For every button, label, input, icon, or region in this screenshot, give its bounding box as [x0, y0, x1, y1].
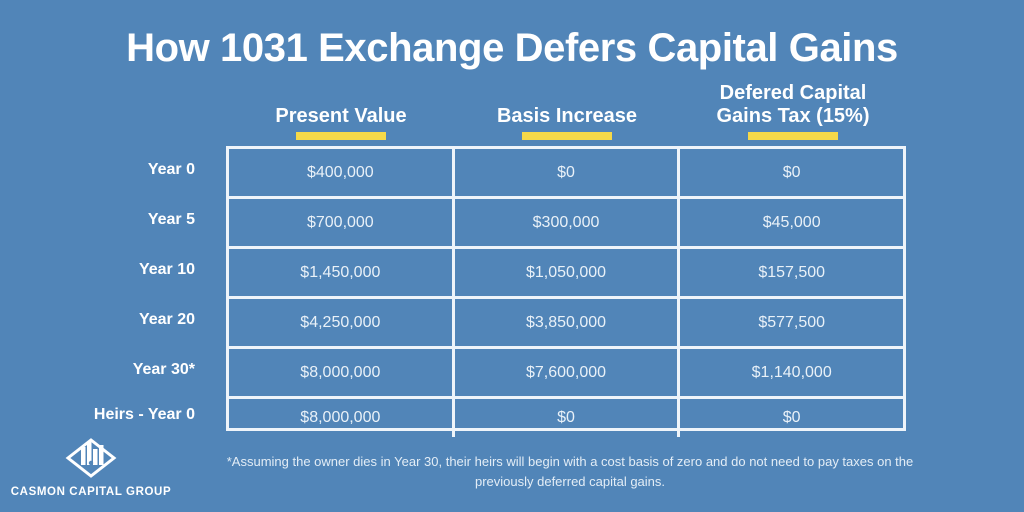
cell-present-value: $8,000,000: [300, 363, 381, 381]
cell-basis-increase: $1,050,000: [451, 249, 678, 296]
row-label-year-0: Year 0: [147, 160, 195, 178]
row-labels: Year 0 Year 5 Year 10 Year 20 Year 30* H…: [0, 146, 210, 431]
table-row: $4,250,000 $3,850,000 $577,500: [229, 296, 903, 346]
table-row: $8,000,000 $7,600,000 $1,140,000: [229, 346, 903, 396]
cell-basis-increase: $300,000: [451, 199, 678, 246]
column-headers: Present Value Basis Increase Defered Cap…: [228, 78, 906, 140]
page-title: How 1031 Exchange Defers Capital Gains: [126, 26, 898, 70]
table-row: $8,000,000 $0 $0: [229, 396, 903, 437]
cell-basis-increase: $3,850,000: [451, 299, 678, 346]
column-header-label: Defered Capital Gains Tax (15%): [716, 82, 870, 127]
diamond-buildings-icon: [65, 438, 117, 483]
column-header-present-value: Present Value: [228, 78, 454, 140]
cell-deferred-tax: $0: [677, 399, 903, 437]
cell-present-value: $8,000,000: [300, 409, 381, 426]
cell-deferred-tax: $0: [677, 149, 903, 196]
logo: CASMON CAPITAL GROUP: [11, 438, 171, 498]
column-header-underline: [522, 132, 612, 140]
footnote: *Assuming the owner dies in Year 30, the…: [226, 454, 914, 490]
row-label-year-10: Year 10: [138, 260, 195, 278]
logo-text: CASMON CAPITAL GROUP: [10, 486, 172, 498]
column-header-underline: [296, 132, 386, 140]
data-table: $400,000 $0 $0 $700,000 $300,000 $45,000…: [226, 146, 906, 437]
cell-present-value: $700,000: [306, 213, 374, 231]
cell-present-value: $4,250,000: [300, 313, 381, 331]
cell-deferred-tax: $577,500: [677, 299, 903, 346]
cell-deferred-tax: $1,140,000: [677, 349, 903, 396]
column-header-label: Present Value: [275, 104, 407, 127]
cell-deferred-tax: $45,000: [677, 199, 903, 246]
column-header-deferred-capital-gains-tax: Defered Capital Gains Tax (15%): [680, 78, 906, 140]
row-label-year-30: Year 30*: [132, 360, 195, 378]
row-label-year-20: Year 20: [138, 310, 195, 328]
cell-basis-increase: $0: [451, 149, 678, 196]
table-row: $1,450,000 $1,050,000 $157,500: [229, 246, 903, 296]
row-label-heirs-year-0: Heirs - Year 0: [93, 406, 195, 423]
column-header-label: Basis Increase: [496, 104, 638, 127]
cell-deferred-tax: $157,500: [677, 249, 903, 296]
row-label-year-5: Year 5: [147, 210, 195, 228]
column-header-basis-increase: Basis Increase: [454, 78, 680, 140]
cell-present-value: $1,450,000: [300, 263, 381, 281]
column-header-underline: [748, 132, 838, 140]
table-row: $400,000 $0 $0: [229, 149, 903, 196]
cell-present-value: $400,000: [306, 163, 374, 181]
table-row: $700,000 $300,000 $45,000: [229, 196, 903, 246]
cell-basis-increase: $0: [451, 399, 678, 437]
cell-basis-increase: $7,600,000: [451, 349, 678, 396]
